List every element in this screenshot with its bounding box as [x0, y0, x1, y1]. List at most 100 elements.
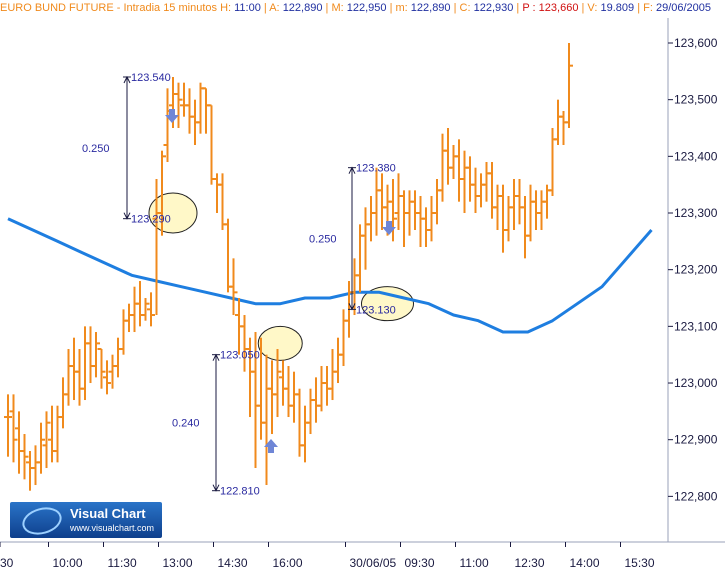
measure-span-label: 0.250: [309, 234, 337, 246]
instrument-title: EURO BUND FUTURE - Intradia 15 minutos: [0, 2, 217, 14]
moving-average-line: [7, 217, 653, 334]
ohlc-bar: [92, 332, 100, 378]
ohlc-bar: [48, 405, 56, 463]
ohlc-bar: [81, 326, 89, 401]
close-label: C:: [459, 2, 471, 14]
ohlc-bar: [229, 258, 238, 316]
x-tick-label: 13:00: [163, 556, 193, 568]
date-label: F:: [643, 2, 653, 14]
ohlc-bar: [119, 309, 128, 355]
arrow-down-icon: [123, 212, 131, 220]
ohlc-bar: [317, 366, 326, 412]
ohlc-bar: [218, 173, 227, 231]
ohlc-bar: [86, 326, 95, 384]
hour-value: 11:00: [234, 2, 261, 14]
ohlc-bar: [290, 371, 298, 423]
logo-url: www.visualchart.com: [70, 523, 155, 533]
ohlc-bar: [394, 173, 403, 231]
measurement-3: 123.380 123.130 0.250: [309, 163, 396, 317]
low-label: m:: [395, 2, 408, 14]
logo-swoosh-icon: [19, 503, 65, 539]
ohlc-bar: [356, 224, 364, 293]
close-value: 122,930: [473, 2, 514, 14]
ohlc-bar: [174, 82, 183, 129]
ohlc-bar: [510, 179, 518, 231]
ohlc-bar: [405, 190, 414, 236]
visualchart-logo: Visual Chart www.visualchart.com: [10, 502, 162, 539]
ohlc-bar: [422, 207, 430, 248]
measure-span-label: 0.240: [172, 418, 200, 430]
ohlc-bar: [504, 196, 513, 242]
ohlc-bar: [262, 354, 271, 486]
ohlc-bar: [295, 388, 304, 457]
ohlc-bar: [477, 173, 485, 208]
ohlc-bar: [224, 218, 232, 293]
sell-arrow-icon: [382, 221, 396, 235]
arrow-down-icon: [212, 484, 220, 492]
ohlc-bar: [213, 173, 221, 214]
ohlc-bar: [559, 111, 568, 146]
open-value: 122,890: [282, 2, 323, 14]
ohlc-bar: [185, 88, 194, 134]
ohlc-bar: [367, 196, 375, 242]
arrow-down-icon: [348, 303, 356, 311]
measure-bottom-label: 123.290: [131, 214, 171, 226]
ohlc-bar: [31, 445, 40, 486]
open-label: A:: [269, 2, 280, 14]
ohlc-bar: [158, 150, 166, 236]
y-tick-label: 123,100: [674, 319, 718, 333]
y-tick-label: 123,200: [674, 263, 718, 277]
ohlc-bar: [42, 411, 51, 469]
ohlc-bar: [207, 104, 216, 185]
ohlc-bar: [433, 179, 441, 225]
ohlc-bar: [103, 360, 111, 395]
ohlc-bar: [372, 167, 381, 236]
measurement-1: 123.540 123.290 0.250: [82, 72, 171, 226]
y-tick-label: 123,300: [674, 206, 718, 220]
ohlc-bar: [361, 207, 370, 270]
ohlc-bar: [37, 422, 45, 474]
high-label: M:: [331, 2, 344, 14]
moving-average-layer: [7, 192, 653, 361]
ohlc-bar: [15, 411, 23, 474]
y-axis: 123,600 123,500 123,400 123,300 123,200 123,1…: [668, 36, 718, 503]
ohlc-bar: [554, 99, 562, 146]
low-value: 122,890: [410, 2, 451, 14]
x-tick-label: 16:00: [273, 556, 303, 568]
ohlc-bars: [4, 43, 573, 491]
ohlc-bar: [268, 360, 276, 435]
date-value: 29/06/2005: [655, 2, 712, 14]
last-price-value: 123,660: [538, 2, 579, 14]
ohlc-bar: [471, 167, 480, 214]
ohlc-bar: [284, 366, 293, 418]
ohlc-bar: [279, 360, 287, 406]
ohlc-bar: [548, 128, 557, 197]
y-tick-label: 123,000: [674, 376, 718, 390]
ohlc-bar: [97, 348, 106, 389]
ohlc-bar: [460, 150, 469, 214]
x-axis: 30 10:00 11:30 13:00 14:30 16:00 30/06/05 09:30…: [0, 542, 655, 568]
ohlc-bar: [136, 281, 144, 327]
ohlc-bar: [488, 162, 496, 219]
measure-bottom-label: 123.130: [356, 304, 396, 316]
ohlc-bar: [196, 82, 205, 134]
measure-span-label: 0.250: [82, 143, 110, 155]
ohlc-bar: [438, 133, 447, 202]
ohlc-bar: [482, 162, 491, 202]
measure-top-label: 123.050: [220, 350, 260, 362]
ohlc-bar: [449, 145, 458, 180]
last-price-label: P :: [522, 2, 536, 14]
x-tick-label: 10:00: [53, 556, 83, 568]
ohlc-bar: [537, 190, 546, 231]
ohlc-bar: [499, 184, 507, 253]
ohlc-bar: [163, 88, 172, 163]
y-tick-label: 122,900: [674, 433, 718, 447]
volume-value: 19.809: [600, 2, 635, 14]
highlight-circle-2: [257, 325, 303, 361]
chart-frame: [0, 18, 725, 543]
ohlc-bar: [444, 128, 452, 185]
ohlc-bar: [515, 179, 524, 225]
ohlc-bar: [125, 303, 133, 333]
measurement-2: 123.050 122.810 0.240: [172, 350, 260, 498]
